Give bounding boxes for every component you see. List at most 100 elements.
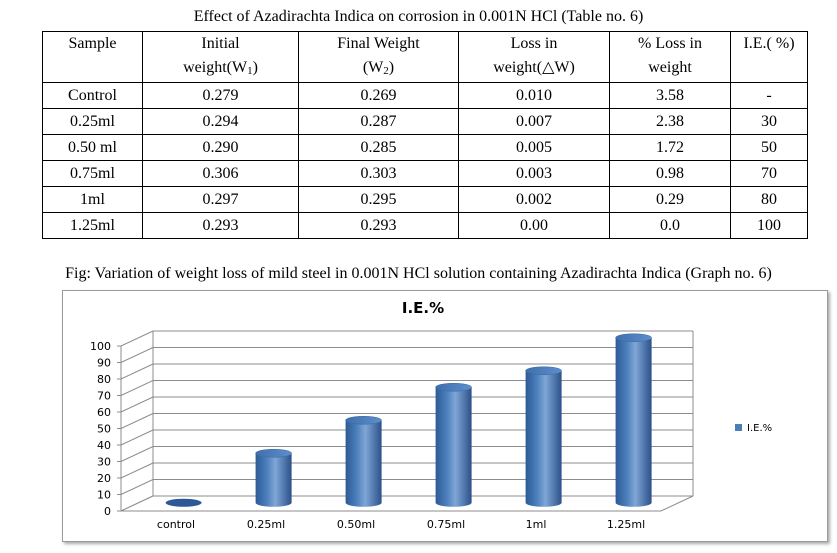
x-tick-label: control	[157, 518, 195, 531]
grid-depth-line	[120, 330, 154, 347]
bar-1.25ml	[615, 333, 652, 507]
cell-sample: 1ml	[42, 186, 143, 213]
cell-loss: 0.007	[458, 108, 610, 135]
cell-pct: 0.98	[609, 160, 731, 187]
cell-loss: 0.005	[458, 134, 610, 161]
cell-ie: 100	[730, 212, 808, 239]
x-tick-label: 1.25ml	[607, 518, 645, 531]
bar-body	[525, 370, 562, 507]
x-tick-label: 1ml	[526, 518, 547, 531]
cell-sample: 1.25ml	[42, 212, 143, 239]
cell-loss: 0.002	[458, 186, 610, 213]
header-loss-line1: Loss in	[510, 35, 558, 52]
cell-final: 0.287	[298, 108, 459, 135]
cell-ie: 70	[730, 160, 808, 187]
grid-depth-line	[120, 347, 154, 363]
cell-ie: 50	[730, 134, 808, 161]
bar-1ml	[525, 366, 562, 507]
cell-ie: -	[730, 82, 808, 109]
header-pct-loss: % Loss in weight	[609, 31, 731, 83]
grid-depth-line	[120, 396, 154, 413]
bar-control	[165, 498, 202, 507]
table-header-row: Sample Initial weight(W1) Final Weight (…	[42, 31, 808, 83]
ie-bar-chart: 0 10 20 30 40 50 60 70 80 90 100 control 0.25ml 0.50m…	[90, 299, 772, 531]
grid-depth-line	[120, 446, 154, 462]
y-tick-label: 10	[97, 489, 111, 502]
table-row: Control 0.279 0.269 0.010 3.58 -	[42, 82, 808, 109]
grid-depth-line	[120, 429, 154, 446]
cell-initial: 0.293	[142, 212, 299, 239]
cell-initial: 0.306	[142, 160, 299, 187]
cell-loss: 0.003	[458, 160, 610, 187]
cell-initial: 0.279	[142, 82, 299, 109]
header-initial-close: )	[252, 59, 258, 76]
bar-body	[345, 420, 382, 507]
cell-final: 0.295	[298, 186, 459, 213]
y-tick-label: 100	[90, 340, 111, 353]
legend-label: I.E.%	[747, 423, 772, 434]
y-tick-label: 20	[97, 472, 111, 485]
legend-swatch	[735, 424, 742, 431]
bar-body	[255, 453, 292, 507]
table-caption: Effect of Azadirachta Indica on corrosio…	[193, 8, 644, 25]
cell-sample: 0.50 ml	[42, 134, 143, 161]
chart-grid	[120, 330, 693, 512]
header-final-weight: Final Weight (W2)	[298, 31, 459, 83]
chart-floor	[120, 495, 694, 512]
cell-sample: 0.25ml	[42, 108, 143, 135]
bar-top	[345, 416, 382, 425]
y-tick-label: 70	[97, 390, 111, 403]
grid-depth-line	[120, 462, 154, 479]
chart-axes	[117, 331, 694, 512]
cell-pct: 0.0	[609, 212, 731, 239]
y-tick-label: 0	[104, 505, 111, 518]
y-tick-label: 80	[97, 373, 111, 386]
table-row: 0.50 ml 0.290 0.285 0.005 1.72 50	[42, 134, 808, 161]
cell-sample: 0.75ml	[42, 160, 143, 187]
data-table: Sample Initial weight(W1) Final Weight (…	[42, 31, 808, 239]
header-pct-line1: % Loss in	[638, 35, 702, 52]
table-row: 1ml 0.297 0.295 0.002 0.29 80	[42, 186, 808, 213]
x-tick-label: 0.75ml	[427, 518, 465, 531]
cell-pct: 2.38	[609, 108, 731, 135]
bar-top	[615, 333, 652, 342]
y-tick-label: 90	[97, 357, 111, 370]
cell-final: 0.269	[298, 82, 459, 109]
header-initial-sub: 1	[247, 65, 253, 77]
bar-top	[435, 383, 472, 392]
bar-0.75ml	[435, 383, 472, 507]
cell-ie: 30	[730, 108, 808, 135]
bar-top	[255, 449, 292, 458]
cell-loss: 0.010	[458, 82, 610, 109]
header-initial-weight: Initial weight(W1)	[142, 31, 299, 83]
header-loss-weight: Loss in weight(△W)	[458, 31, 610, 83]
header-initial-line1: Initial	[201, 35, 240, 52]
bar-0.25ml	[255, 449, 292, 507]
grid-depth-line	[120, 380, 154, 396]
y-tick-label: 60	[97, 406, 111, 419]
header-ie: I.E.( %)	[730, 31, 808, 83]
cell-sample: Control	[42, 82, 143, 109]
cell-pct: 1.72	[609, 134, 731, 161]
chart-title: I.E.%	[402, 299, 444, 317]
cell-ie: 80	[730, 186, 808, 213]
cell-pct: 0.29	[609, 186, 731, 213]
cell-initial: 0.290	[142, 134, 299, 161]
cell-initial: 0.294	[142, 108, 299, 135]
bar-body	[435, 387, 472, 507]
bar-base	[165, 498, 202, 507]
figure-caption: Fig: Variation of weight loss of mild st…	[65, 265, 772, 282]
y-tick-label: 50	[97, 423, 111, 436]
header-final-line2: (W	[362, 59, 384, 76]
header-final-line1: Final Weight	[337, 35, 420, 52]
chart-container: 0 10 20 30 40 50 60 70 80 90 100 control 0.25ml 0.50m…	[62, 290, 828, 542]
bar-body	[615, 337, 652, 507]
bar-top	[525, 366, 562, 375]
header-pct-line2: weight	[648, 59, 692, 76]
y-tick-label: 40	[97, 439, 111, 452]
chart-labels: 0 10 20 30 40 50 60 70 80 90 100 control 0.25ml 0.50m…	[90, 299, 772, 531]
table-row: 0.25ml 0.294 0.287 0.007 2.38 30	[42, 108, 808, 135]
grid-depth-line	[120, 479, 154, 495]
bar-0.50ml	[345, 416, 382, 507]
header-final-close: )	[388, 59, 395, 76]
